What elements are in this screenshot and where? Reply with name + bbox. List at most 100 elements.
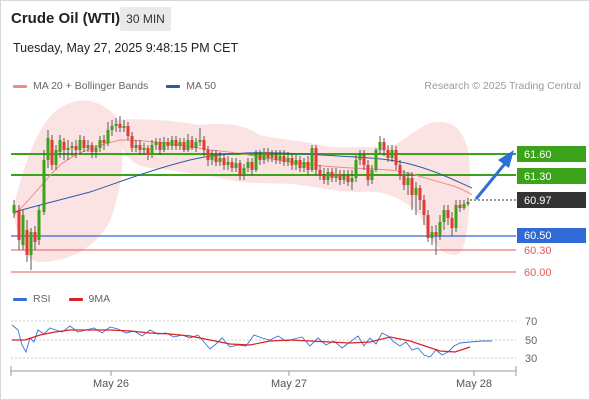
candle-body	[162, 142, 166, 150]
tag-60-30-label: 60.30	[524, 245, 552, 257]
candle-body	[206, 150, 210, 160]
candle-body	[110, 126, 114, 130]
candle-body	[190, 140, 194, 148]
interval-button[interactable]: 30 MIN	[120, 7, 171, 31]
candle-body	[270, 155, 274, 158]
candle-body	[29, 232, 33, 255]
candle-body	[25, 230, 29, 255]
candle-body	[310, 148, 314, 170]
candle-body	[122, 126, 126, 128]
candle-body	[46, 138, 50, 160]
candle-body	[246, 162, 250, 168]
main-legend: MA 20 + Bollinger Bands MA 50	[13, 80, 234, 92]
timestamp: Tuesday, May 27, 2025 9:48:15 PM CET	[13, 41, 239, 55]
legend-label-9ma: 9MA	[88, 293, 111, 305]
candle-body	[130, 136, 134, 148]
candle-body	[90, 145, 94, 152]
legend-item-ma50: MA 50	[166, 80, 216, 92]
tag-60-50	[517, 228, 586, 243]
candle-body	[406, 178, 410, 185]
candle-body	[294, 160, 298, 165]
x-tick-may-28: May 28	[456, 378, 492, 390]
rsi-line	[11, 324, 492, 358]
candle-body	[186, 140, 190, 150]
candle-body	[202, 140, 206, 150]
candle-body	[274, 155, 278, 160]
candle-body	[390, 150, 394, 158]
tag-61-60	[517, 146, 586, 162]
candle-body	[242, 168, 246, 175]
x-axis: May 26 May 27 May 28	[10, 366, 517, 390]
legend-item-9ma: 9MA	[68, 293, 111, 305]
candle-body	[338, 174, 342, 180]
candle-body	[150, 145, 154, 155]
candle-body	[118, 124, 122, 128]
legend-label-bollinger: MA 20 + Bollinger Bands	[33, 80, 149, 92]
candle-body	[278, 156, 282, 160]
ma20-line	[13, 139, 473, 216]
candle-body	[322, 175, 326, 180]
projection-arrow-head	[498, 150, 514, 168]
candle-body	[134, 145, 138, 148]
candle-body	[286, 158, 290, 162]
candle-body	[378, 142, 382, 150]
credit-text: Research © 2025 Trading Central	[424, 80, 581, 92]
candle-body	[462, 204, 466, 208]
candle-body	[290, 158, 294, 165]
candle-body	[94, 148, 98, 152]
candle-body	[466, 202, 470, 204]
candle-body	[58, 140, 62, 152]
tag-last-price-label: 60.97	[524, 195, 552, 207]
candle-body	[314, 148, 318, 170]
candle-body	[306, 162, 310, 170]
candle-body	[102, 140, 106, 143]
candle-body	[454, 205, 458, 228]
candle-body	[414, 188, 418, 195]
candle-body	[362, 155, 366, 165]
candle-body	[170, 140, 174, 146]
rsi-9ma-line	[12, 329, 471, 353]
candle-body	[318, 170, 322, 175]
rsi-tick-70: 70	[525, 316, 537, 328]
candle-body	[42, 160, 46, 212]
x-tick-may-27: May 27	[271, 378, 307, 390]
rsi-tick-30: 30	[525, 353, 537, 365]
candle-body	[70, 146, 74, 148]
candle-body	[78, 140, 82, 150]
candle-body	[178, 142, 182, 146]
candle-body	[74, 146, 78, 150]
rsi-panel: 70 50 30	[11, 316, 537, 365]
candle-body	[98, 140, 102, 148]
candle-body	[342, 176, 346, 180]
rsi-legend: RSI 9MA	[13, 293, 128, 305]
candle-body	[54, 150, 58, 165]
candle-body	[50, 140, 54, 165]
candle-body	[350, 178, 354, 182]
candle-body	[138, 145, 142, 150]
candle-body	[37, 210, 41, 240]
candle-body	[302, 162, 306, 168]
candle-body	[222, 158, 226, 165]
candle-body	[442, 210, 446, 222]
projection-arrow-shaft	[474, 159, 510, 200]
candle-body	[262, 152, 266, 160]
candle-body	[198, 140, 202, 142]
legend-swatch-bollinger	[13, 84, 27, 88]
candle-body	[334, 174, 338, 178]
candle-body	[266, 152, 270, 158]
candle-body	[426, 215, 430, 238]
candle-body	[158, 142, 162, 150]
candle-body	[382, 142, 386, 150]
candle-body	[450, 218, 454, 228]
candle-body	[386, 150, 390, 158]
legend-label-ma50: MA 50	[186, 80, 217, 92]
candle-body	[114, 124, 118, 126]
candle-body	[194, 142, 198, 148]
candle-body	[326, 172, 330, 180]
candle-body	[210, 155, 214, 160]
candle-body	[346, 176, 350, 182]
candle-body	[422, 200, 426, 215]
candle-body	[354, 160, 358, 178]
tag-last-price	[517, 192, 586, 208]
rsi-tick-50: 50	[525, 335, 537, 347]
